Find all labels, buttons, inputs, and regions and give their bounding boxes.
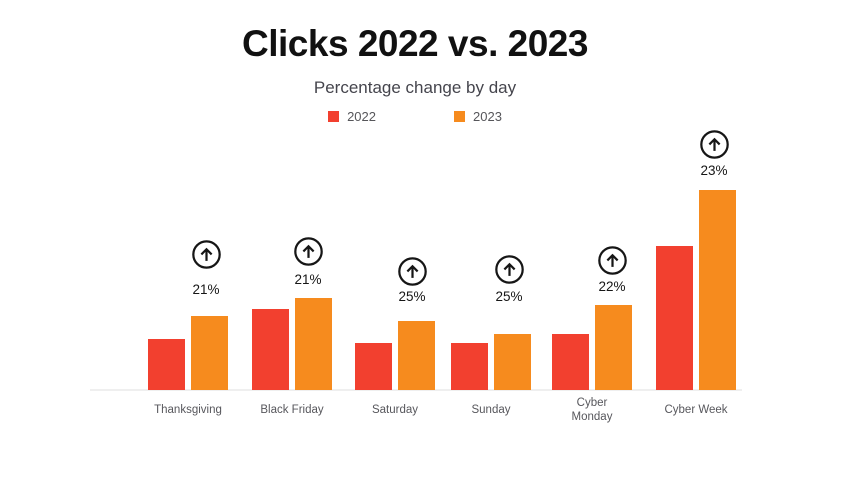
up-arrow-icon <box>191 239 222 270</box>
bar-2023-cyber-week <box>699 190 736 390</box>
bar-2022-saturday <box>355 343 392 390</box>
bar-2022-cyber-week <box>656 246 693 390</box>
category-label-saturday: Saturday <box>371 404 419 417</box>
up-arrow-icon <box>699 129 730 160</box>
bar-2022-cyber-monday <box>552 334 589 390</box>
chart-title: Clicks 2022 vs. 2023 <box>242 23 588 64</box>
bar-2023-thanksgiving <box>191 316 228 390</box>
legend-item-2023: 2023 <box>454 109 502 124</box>
legend-swatch-2022 <box>328 111 340 122</box>
legend-swatch-2023 <box>454 111 465 122</box>
bar-2022-thanksgiving <box>148 339 185 390</box>
pct-change-label-saturday: 25% <box>398 289 426 304</box>
pct-change-label-black-friday: 21% <box>294 272 322 287</box>
up-arrow-icon <box>397 256 428 287</box>
pct-change-label-cyber-monday: 22% <box>598 279 626 294</box>
bar-2023-cyber-monday <box>595 305 632 390</box>
pct-change-label-thanksgiving: 21% <box>192 282 220 297</box>
x-axis-line <box>90 389 742 391</box>
chart-header: Clicks 2022 vs. 2023 Percentage change b… <box>0 22 830 124</box>
bar-2022-sunday <box>451 343 488 390</box>
legend: 2022 2023 <box>0 109 830 124</box>
up-arrow-icon <box>494 254 525 285</box>
pct-change-label-sunday: 25% <box>495 289 523 304</box>
category-label-black-friday: Black Friday <box>260 404 324 417</box>
chart-subtitle: Percentage change by day <box>313 78 517 97</box>
up-arrow-icon <box>597 245 628 276</box>
category-label-thanksgiving: Thanksgiving <box>154 404 222 417</box>
bar-2022-black-friday <box>252 309 289 390</box>
bar-2023-saturday <box>398 321 435 390</box>
category-label-cyber-week: Cyber Week <box>664 404 728 417</box>
category-label-cyber-monday: Cyber Monday <box>571 397 613 423</box>
legend-label: 2023 <box>473 109 502 124</box>
pct-change-label-cyber-week: 23% <box>700 163 728 178</box>
legend-label: 2022 <box>347 109 376 124</box>
up-arrow-icon <box>293 236 324 267</box>
bar-2023-black-friday <box>295 298 332 390</box>
bar-2023-sunday <box>494 334 531 390</box>
category-label-sunday: Sunday <box>471 404 511 417</box>
legend-item-2022: 2022 <box>328 109 376 124</box>
